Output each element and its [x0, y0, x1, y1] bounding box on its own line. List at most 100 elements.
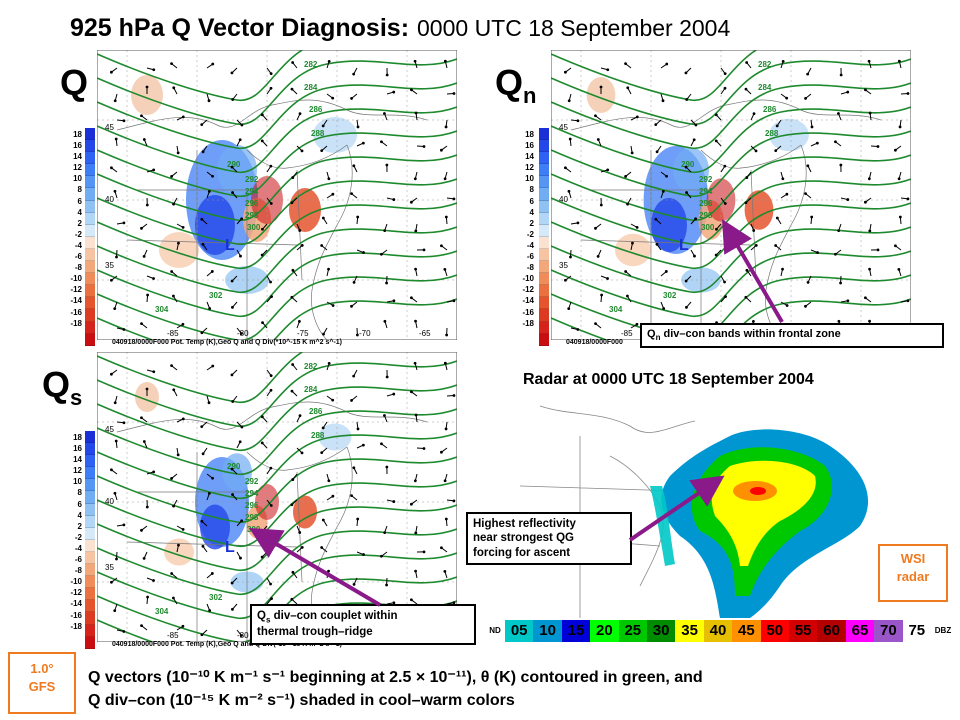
q-vector-head [714, 139, 718, 143]
q-vector-head [834, 140, 837, 144]
q-vector-head [785, 192, 789, 196]
q-vector-head [321, 426, 325, 430]
q-vector-head [239, 254, 242, 258]
q-vector-head [109, 70, 113, 74]
q-vector-head [775, 216, 779, 220]
q-vector-head [596, 138, 600, 141]
q-vector-head [170, 572, 174, 575]
q-vector-head [383, 531, 387, 534]
arrow-qs [249, 527, 382, 607]
q-vector-head [352, 72, 356, 76]
colorbar-labels-qs: 18 16 14 12 10 8 6 4 2 -2 -4 -6 -8 -10 -12 -14 -16 -18 [66, 433, 82, 634]
q-vector-head [269, 374, 273, 378]
q-vector-head [269, 388, 273, 392]
colorbar-tick-label: -12 [70, 588, 82, 598]
q-vector-head [774, 244, 778, 247]
divergence-shading [195, 195, 235, 255]
q-vector-head [352, 466, 356, 470]
q-vector-head [810, 125, 814, 129]
contour-label: 304 [609, 305, 623, 314]
q-vector-head [350, 494, 353, 498]
q-vector-head [606, 277, 609, 280]
colorbar-swatch [85, 564, 95, 577]
q-vector-head [200, 217, 204, 221]
q-vector-head [894, 148, 897, 152]
q-vector-head [109, 372, 113, 376]
theta-contour [97, 360, 457, 427]
theta-contour [551, 58, 911, 125]
contour-label: 302 [209, 593, 223, 602]
lat-tick-label: 35 [105, 563, 114, 572]
q-vector-head [231, 400, 235, 403]
q-vector-head [356, 215, 360, 219]
colorbar-labels-qn: 18 16 14 12 10 8 6 4 2 -2 -4 -6 -8 -10 -12 -14 -16 -18 [518, 130, 534, 331]
colorbar-qn [539, 128, 549, 346]
arrow-qn [721, 219, 784, 324]
colorbar-swatch [85, 212, 95, 225]
q-vector-head [290, 201, 294, 205]
q-vector-head [815, 141, 819, 145]
q-vector-head [723, 280, 726, 284]
q-vector-head [113, 99, 117, 103]
q-vector-head [413, 361, 417, 365]
q-vector-head [327, 177, 331, 181]
q-vector-head [171, 596, 175, 600]
q-vector-head [321, 216, 325, 220]
contour-label: 302 [663, 291, 677, 300]
theta-contour [97, 58, 457, 125]
divergence-shading [164, 538, 194, 566]
colorbar-tick-label: -18 [522, 318, 534, 328]
caption-q: 040918/0000F000 Pot. Temp (K),Geo Q and … [112, 339, 342, 346]
q-vector-head [290, 295, 294, 299]
q-vector-head [452, 394, 456, 397]
contour-label: 290 [681, 160, 695, 169]
q-vector-head [331, 96, 335, 100]
q-vector-head [806, 280, 810, 284]
q-vector-head [207, 401, 211, 405]
q-vector-head [352, 374, 356, 378]
contour-label: 292 [699, 175, 713, 184]
q-vector-head [868, 319, 871, 323]
divergence-shading [651, 198, 687, 252]
theta-contour [551, 250, 911, 317]
q-vector-head [231, 607, 234, 611]
q-vector-head [260, 139, 264, 143]
divergence-shading [586, 77, 616, 113]
colorbar-swatch [539, 236, 549, 249]
q-vector-head [361, 141, 365, 145]
q-vector-head [172, 202, 175, 206]
q-vector-head [452, 197, 456, 201]
q-vector-head [142, 556, 146, 560]
q-vector-head [898, 125, 902, 129]
q-vector-head [410, 390, 413, 394]
q-vector-head [145, 505, 149, 509]
q-vector-head [385, 163, 389, 167]
lon-tick-label: -85 [621, 329, 633, 338]
panel-label-qn: Qn [495, 62, 537, 109]
q-vector-head [114, 439, 118, 443]
q-vector-head [443, 59, 447, 63]
q-vector-head [564, 278, 567, 282]
q-vector-head [181, 624, 185, 628]
q-vector-head [744, 295, 748, 299]
q-vector-head [385, 281, 388, 285]
colorbar-tick-label: -16 [70, 307, 82, 317]
q-vector-head [440, 244, 443, 248]
q-vector-head [207, 189, 211, 193]
colorbar-swatch [539, 224, 549, 237]
radar-legend-value: 45 [732, 620, 761, 642]
q-vector-head [775, 124, 779, 128]
lon-tick-label: -70 [359, 329, 371, 338]
q-vector-head [714, 253, 718, 257]
q-vector-head [269, 466, 273, 470]
q-vector-head [563, 70, 567, 74]
q-vector-head [331, 192, 335, 196]
q-vector-head [414, 267, 417, 271]
colorbar-swatch [539, 212, 549, 225]
theta-contour [97, 352, 304, 403]
q-vector-head [868, 267, 871, 271]
q-vector-head [752, 320, 755, 323]
q-vector-head [810, 215, 814, 219]
q-vector-head [291, 268, 295, 272]
q-vector-head [200, 633, 204, 637]
